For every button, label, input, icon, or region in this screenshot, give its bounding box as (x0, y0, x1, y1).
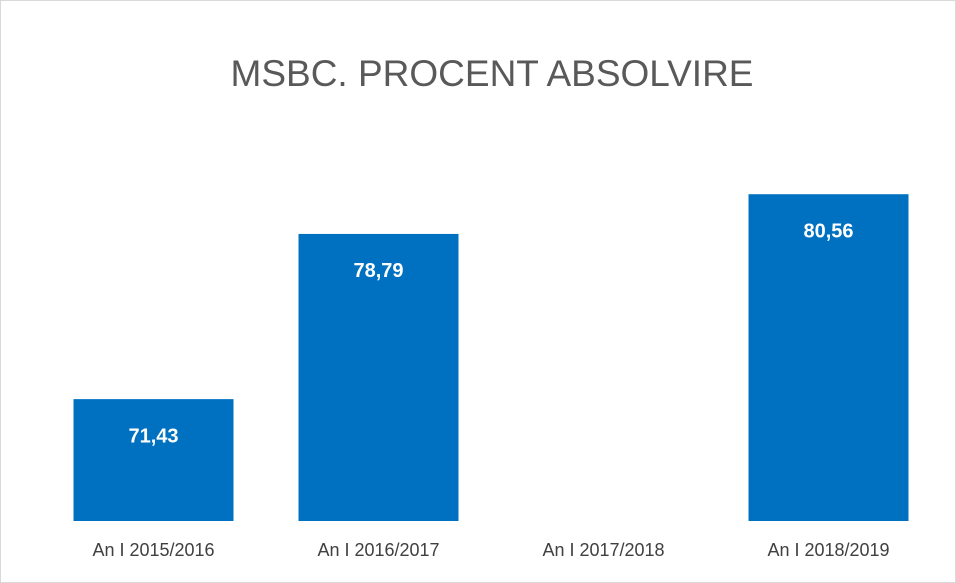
x-tick-label: An I 2016/2017 (317, 540, 439, 560)
x-tick-label: An I 2015/2016 (92, 540, 214, 560)
chart-title: MSBC. PROCENT ABSOLVIRE (231, 53, 754, 94)
data-label: 71,43 (128, 425, 178, 447)
data-label: 78,79 (353, 260, 403, 282)
bar (748, 194, 909, 521)
x-tick-label: An I 2017/2018 (542, 540, 664, 560)
x-tick-label: An I 2018/2019 (767, 540, 889, 560)
data-label: 80,56 (803, 220, 853, 242)
bar (298, 233, 459, 522)
bar (73, 399, 234, 521)
